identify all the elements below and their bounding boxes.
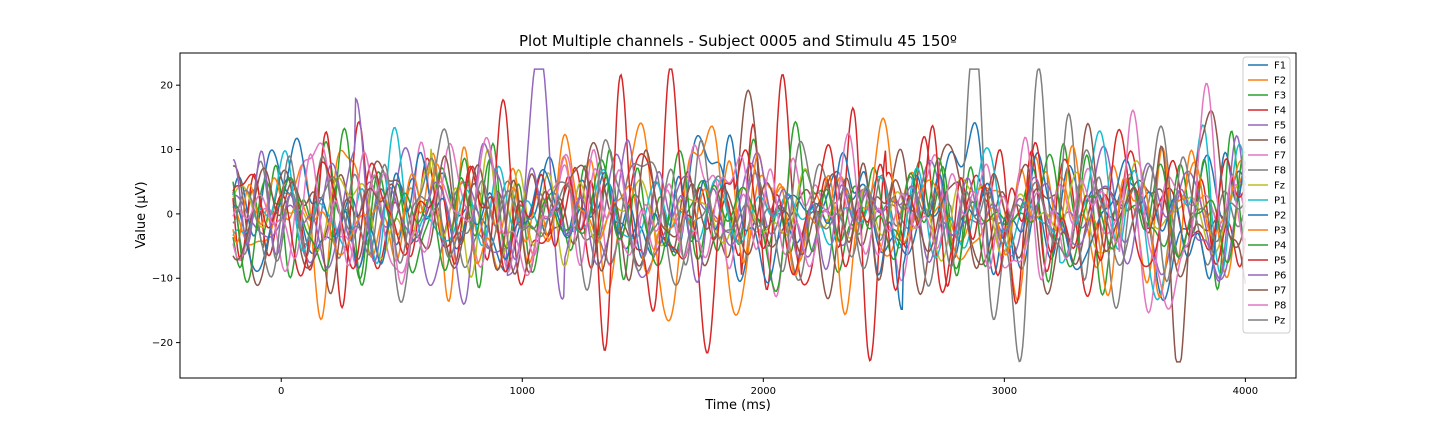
legend-label: F2	[1274, 76, 1286, 87]
legend-label: P7	[1274, 286, 1286, 297]
plot-area	[179, 52, 1297, 379]
legend-label: Fz	[1274, 181, 1285, 192]
legend-label: F8	[1274, 166, 1286, 177]
legend-label: F3	[1274, 91, 1286, 102]
series-line-p5	[232, 68, 1246, 354]
legend-box	[1242, 56, 1291, 334]
series-line-p2	[232, 134, 1247, 311]
x-tick-label: 2000	[751, 386, 776, 397]
legend-label: F4	[1274, 106, 1286, 117]
x-axis: 0 1000 2000 3000 4000	[278, 378, 1258, 397]
x-tick-label: 4000	[1233, 386, 1258, 397]
series-line-pz	[232, 138, 1246, 291]
series-layer	[232, 68, 1247, 363]
legend-label: F6	[1274, 136, 1286, 147]
legend-label: F5	[1274, 121, 1286, 132]
legend-label: P4	[1274, 241, 1286, 252]
y-tick-label: 10	[160, 145, 173, 156]
legend-label: Pz	[1274, 316, 1285, 327]
legend-label: P8	[1274, 301, 1286, 312]
legend-label: P6	[1274, 271, 1286, 282]
y-axis-title: Value (µV)	[134, 181, 149, 248]
legend-label: P1	[1274, 196, 1286, 207]
legend-label: P2	[1274, 211, 1286, 222]
legend-label: F7	[1274, 151, 1286, 162]
chart-title: Plot Multiple channels - Subject 0005 an…	[519, 32, 957, 50]
series-line-f7	[232, 141, 1247, 314]
y-axis: −20 −10 0 10 20	[152, 81, 180, 349]
x-tick-label: 3000	[992, 386, 1017, 397]
x-tick-label: 1000	[510, 386, 535, 397]
y-tick-label: 20	[160, 81, 173, 92]
y-tick-label: 0	[167, 209, 173, 220]
series-line-p8	[232, 82, 1246, 310]
plot-frame	[179, 52, 1297, 379]
legend: F1 F2 F3 F4 F5 F6 F7 F8 Fz P1 P2 P3 P4 P5 P6 P7 P8 Pz	[1242, 56, 1291, 334]
y-tick-label: −20	[152, 338, 173, 349]
x-tick-label: 0	[278, 386, 284, 397]
x-axis-title: Time (ms)	[704, 398, 771, 413]
legend-label: P3	[1274, 226, 1286, 237]
series-line-p4	[232, 120, 1246, 292]
y-tick-label: −10	[152, 274, 173, 285]
series-line-f6	[232, 89, 1247, 300]
legend-label: F1	[1274, 61, 1286, 72]
legend-label: P5	[1274, 256, 1286, 267]
